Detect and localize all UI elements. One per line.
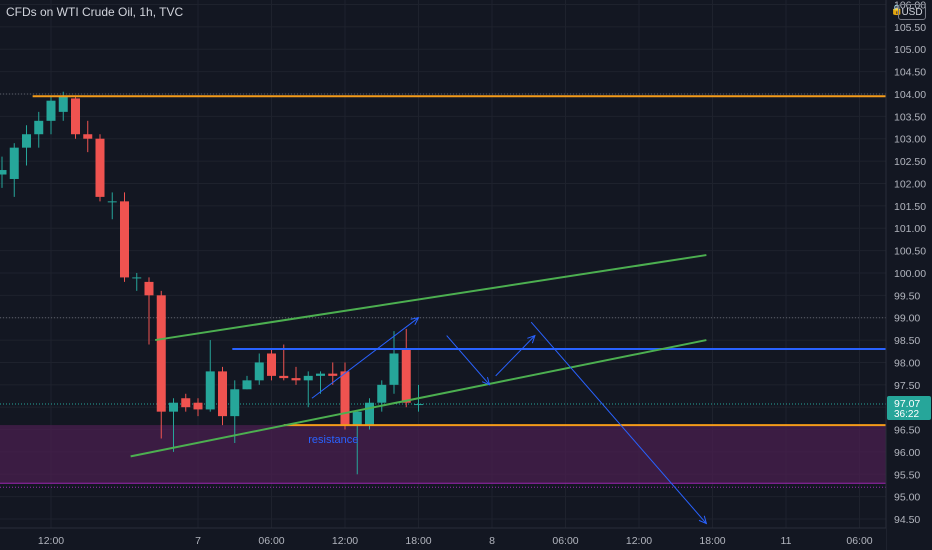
candle-body: [9, 147, 19, 179]
candle-body: [365, 402, 374, 426]
candle-body: [181, 398, 191, 408]
price-tick-label: 95.50: [894, 469, 920, 481]
projection-arrow: [495, 335, 536, 377]
candle-body: [254, 362, 264, 381]
candle-body: [242, 380, 252, 390]
price-tick-label: 101.50: [894, 201, 926, 213]
candle-body: [389, 353, 399, 385]
candle-body: [328, 373, 338, 376]
price-tick-label: 100.50: [894, 246, 926, 258]
time-tick-label: 12:00: [626, 535, 652, 547]
price-tick-label: 95.00: [894, 492, 920, 504]
green-trend-line: [130, 339, 707, 458]
lock-icon[interactable]: 🔒: [890, 5, 903, 16]
candle-body: [193, 402, 203, 410]
green-trend-line: [154, 254, 707, 342]
candle-body: [156, 295, 166, 412]
candle-body: [218, 371, 227, 417]
time-tick-label: 11: [781, 535, 792, 547]
time-tick-label: 8: [489, 535, 495, 547]
projection-arrow: [311, 317, 419, 399]
price-tick-label: 99.00: [894, 313, 920, 325]
candle-body: [316, 373, 325, 376]
candle-body: [95, 138, 105, 197]
time-tick-label: 18:00: [699, 535, 725, 547]
candle-body: [34, 120, 44, 135]
arrow-head: [410, 317, 420, 326]
time-tick-label: 06:00: [258, 535, 284, 547]
candle-body: [414, 404, 423, 406]
time-tick-label: 06:00: [846, 535, 872, 547]
resistance-label: resistance: [308, 434, 358, 446]
time-tick-label: 18:00: [405, 535, 431, 547]
candle-body: [58, 96, 68, 112]
time-tick-label: 06:00: [552, 535, 578, 547]
candle-body: [22, 134, 31, 148]
candle-body: [0, 170, 7, 175]
price-tick-label: 104.00: [894, 89, 926, 101]
time-tick-label: 7: [195, 535, 201, 547]
arrow-head: [527, 334, 536, 344]
price-tick-label: 105.00: [894, 44, 926, 56]
currency-badge[interactable]: USD: [898, 4, 926, 20]
time-tick-label: 12:00: [332, 535, 358, 547]
current-price-tag: [887, 396, 931, 421]
candle-body: [401, 349, 411, 403]
price-tick-label: 96.00: [894, 447, 920, 459]
support-zone: [0, 425, 886, 484]
price-tick-label: 96.50: [894, 425, 920, 437]
price-tick-label: 103.00: [894, 134, 926, 146]
current-price-value: 97.07: [894, 398, 920, 410]
countdown-value: 36:22: [894, 409, 919, 420]
chart-title: CFDs on WTI Crude Oil, 1h, TVC: [6, 5, 184, 19]
price-tick-label: 105.50: [894, 22, 926, 34]
price-tick-label: 98.50: [894, 335, 920, 347]
price-tick-label: 102.00: [894, 178, 926, 190]
candle-body: [107, 201, 117, 203]
price-tick-label: 98.00: [894, 357, 920, 369]
candle-body: [205, 371, 215, 410]
candle-body: [71, 98, 80, 135]
candle-body: [46, 100, 56, 121]
price-tick-label: 99.50: [894, 290, 920, 302]
candle-body: [169, 402, 178, 412]
time-tick-label: 12:00: [38, 535, 64, 547]
price-tick-label: 104.50: [894, 67, 926, 79]
candle-body: [377, 384, 387, 403]
candle-body: [267, 353, 276, 376]
arrow-head: [481, 376, 491, 386]
projection-arrow: [530, 321, 707, 524]
arrow-head: [698, 515, 708, 525]
price-tick-label: 103.50: [894, 111, 926, 123]
candle-body: [303, 375, 313, 381]
candle-body: [230, 389, 240, 417]
candle-body: [291, 378, 301, 381]
candle-body: [340, 371, 350, 426]
candle-body: [83, 134, 93, 139]
price-tick-label: 101.00: [894, 223, 926, 235]
candle-body: [352, 411, 362, 426]
candle-body: [132, 277, 142, 279]
price-tick-label: 94.50: [894, 514, 920, 526]
price-tick-label: 106.00: [894, 0, 926, 11]
price-tick-label: 100.00: [894, 268, 926, 280]
candle-body: [120, 201, 129, 278]
price-tick-label: 102.50: [894, 156, 926, 168]
price-axis: [886, 0, 932, 550]
price-tick-label: 97.50: [894, 380, 920, 392]
time-axis: [0, 528, 886, 550]
candle-body: [279, 375, 289, 379]
projection-arrow: [446, 335, 490, 386]
candle-body: [144, 281, 154, 296]
